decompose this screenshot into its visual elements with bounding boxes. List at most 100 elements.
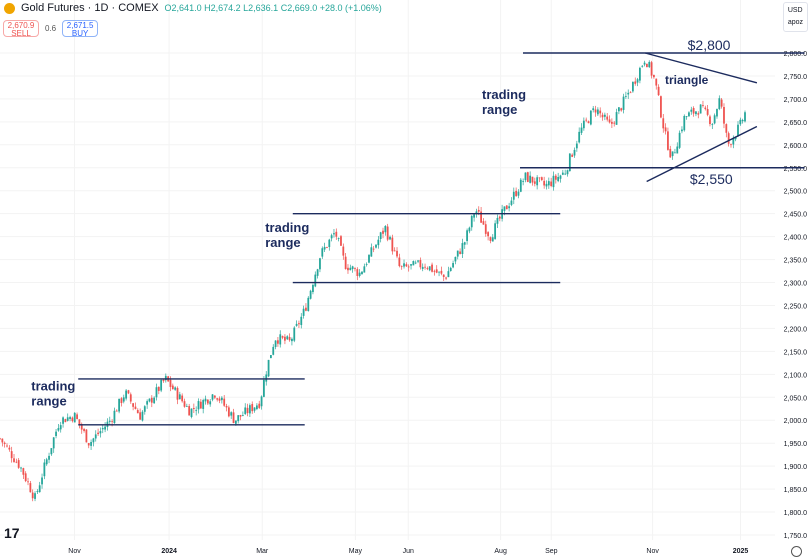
candle-body — [375, 244, 377, 248]
candle-body — [183, 401, 186, 407]
y-tick-label: 2,350.0 — [784, 258, 807, 265]
candle-body — [594, 109, 597, 113]
candle-body — [358, 272, 361, 276]
candle-body — [407, 266, 410, 268]
candle-body — [702, 105, 704, 106]
candle-body — [22, 468, 25, 475]
candle-body — [78, 419, 81, 425]
candle-body — [204, 398, 207, 402]
candle-body — [340, 236, 342, 246]
candle-body — [153, 397, 156, 404]
candle-body — [636, 79, 639, 83]
candle-body — [391, 237, 394, 252]
candle-body — [384, 225, 387, 233]
candle-body — [405, 264, 408, 267]
candle-body — [365, 263, 368, 265]
candle-body — [389, 236, 391, 240]
candle-body — [361, 271, 363, 275]
candle-body — [480, 211, 482, 223]
candle-body — [643, 62, 646, 65]
candle-body — [258, 403, 261, 408]
candle-body — [277, 340, 279, 344]
candle-body — [113, 410, 116, 424]
candle-body — [241, 415, 244, 416]
candle-body — [284, 336, 286, 341]
candle-body — [617, 107, 620, 112]
high-value: H2,674.2 — [204, 3, 241, 13]
candle-body — [370, 247, 373, 257]
candle-body — [73, 412, 76, 423]
candle-body — [335, 231, 338, 237]
symbol-title[interactable]: Gold Futures · 1D · COMEX — [21, 2, 159, 14]
candle-body — [440, 270, 443, 274]
buy-price: 2,671.5 — [66, 21, 94, 30]
y-tick-label: 1,900.0 — [784, 464, 807, 471]
buy-button[interactable]: 2,671.5 BUY — [62, 20, 99, 38]
candle-body — [307, 297, 310, 311]
candle-body — [134, 406, 137, 410]
candle-body — [536, 177, 539, 186]
candle-body — [559, 175, 562, 179]
candle-body — [596, 109, 599, 115]
candle-body — [272, 346, 275, 355]
candle-body — [139, 412, 142, 420]
candle-body — [244, 407, 247, 414]
candle-body — [55, 431, 57, 437]
candle-body — [52, 437, 55, 449]
candle-body — [608, 119, 611, 123]
candle-body — [171, 385, 174, 390]
candle-body — [0, 438, 1, 440]
candle-body — [141, 411, 144, 421]
candle-body — [573, 149, 576, 156]
candle-body — [363, 266, 366, 273]
candle-body — [298, 323, 300, 325]
unit-select[interactable]: apoz — [787, 19, 803, 26]
candle-body — [309, 290, 312, 299]
candle-body — [3, 442, 6, 445]
x-tick-label: Nov — [646, 548, 659, 555]
x-tick-label: Aug — [494, 548, 507, 555]
candle-body — [146, 401, 149, 405]
y-tick-label: 2,450.0 — [784, 212, 807, 219]
candle-body — [162, 379, 165, 382]
candle-body — [181, 395, 184, 402]
candle-body — [218, 398, 221, 401]
y-tick-label: 2,800.0 — [784, 51, 807, 58]
candle-body — [143, 406, 146, 412]
candle-body — [674, 152, 676, 154]
settings-icon[interactable] — [791, 546, 802, 557]
candle-body — [206, 399, 209, 404]
candle-body — [447, 271, 450, 278]
candle-body — [267, 359, 270, 377]
candle-body — [466, 230, 468, 242]
candle-body — [99, 431, 102, 434]
candle-body — [561, 172, 564, 175]
candle-body — [321, 248, 324, 257]
y-tick-label: 2,500.0 — [784, 189, 807, 196]
sell-button[interactable]: 2,670.9 SELL — [3, 20, 39, 38]
candle-body — [10, 451, 13, 459]
triangle-line — [644, 52, 758, 84]
candle-body — [716, 109, 718, 117]
candle-body — [349, 267, 352, 271]
currency-select[interactable]: USD — [787, 7, 803, 14]
y-tick-label: 1,850.0 — [784, 487, 807, 494]
x-tick-label: 2025 — [733, 548, 749, 555]
candle-body — [494, 223, 497, 239]
candle-body — [94, 434, 97, 439]
candle-body — [524, 172, 527, 181]
candle-body — [461, 243, 464, 254]
y-tick-label: 2,300.0 — [784, 281, 807, 288]
candle-body — [230, 412, 233, 416]
candle-body — [699, 104, 702, 114]
candle-body — [662, 118, 665, 129]
candle-body — [118, 398, 121, 412]
candle-body — [132, 403, 135, 407]
candle-body — [496, 217, 499, 224]
unit-selector[interactable]: USD apoz — [782, 2, 808, 32]
candle-body — [71, 417, 74, 422]
candle-body — [80, 424, 83, 430]
candle-body — [734, 136, 737, 140]
candle-body — [286, 336, 289, 340]
